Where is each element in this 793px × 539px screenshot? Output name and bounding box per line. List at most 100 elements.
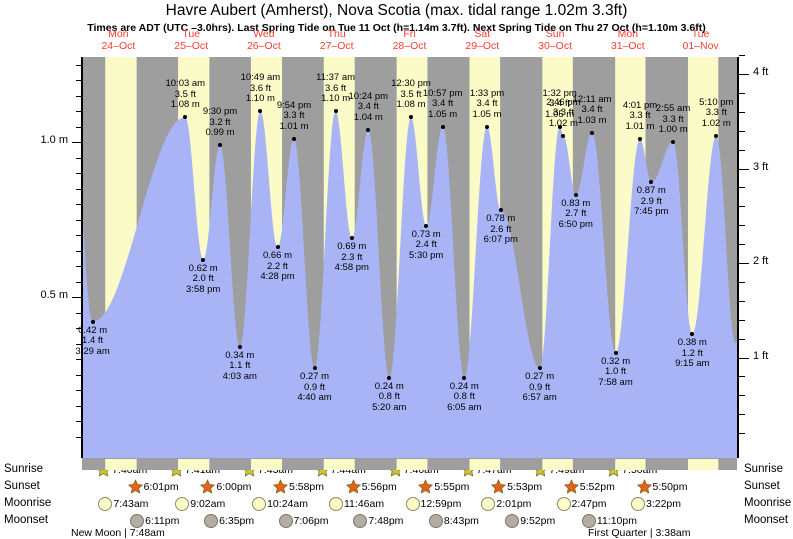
tide-point [649, 180, 654, 185]
tide-label-line-2: 2.6 ft [490, 223, 512, 235]
tide-point [485, 124, 489, 129]
tide-label-line-1: 12:30 pm [391, 78, 431, 90]
tide-label-high-9: 11:37 am 3.6 ft 1.10 m [298, 72, 374, 105]
moon-icon [204, 514, 219, 528]
y-tick-left [72, 297, 82, 298]
tide-label-line-3: 3:58 pm [186, 283, 221, 295]
tide-label-line-3: 4:28 pm [260, 271, 295, 283]
row-label-left-moonset: Moonset [4, 514, 49, 526]
sunset-time: 6:01pm [143, 480, 179, 493]
y-tick-right [739, 111, 745, 113]
star-icon [200, 479, 216, 494]
tide-label-line-3: 9:15 am [675, 358, 710, 370]
tide-label-low-8: 0.27 m 0.9 ft 4:40 am [277, 372, 353, 404]
tide-label-line-3: 4:40 am [297, 392, 332, 404]
y-axis-left [81, 57, 83, 458]
tide-label-line-1: 0.78 m [486, 213, 516, 225]
tide-label-line-1: 0.66 m [262, 250, 293, 262]
tide-label-low-28: 0.38 m 1.2 ft 9:15 am [654, 337, 730, 370]
y-tick-left [76, 359, 82, 360]
tide-point [387, 375, 392, 380]
y-tick-right [739, 376, 745, 378]
star-icon [345, 479, 361, 494]
moonrise-cell-2: 10:24am [252, 497, 308, 511]
day-header-dow: Sun [545, 28, 565, 40]
tide-label-line-1: 0.42 m [78, 324, 108, 336]
tide-label-line-2: 3.4 ft [476, 98, 498, 109]
moonrise-cell-5: 2:01pm [481, 497, 531, 511]
tide-label-line-2: 3.3 ft [662, 113, 684, 125]
tide-label-line-2: 3.6 ft [325, 82, 347, 94]
y-tick-left [76, 436, 82, 438]
y-tick-right [739, 319, 745, 321]
moonset-cell-1: 6:35pm [204, 514, 254, 528]
tide-label-line-1: 12:11 am [572, 93, 612, 105]
tide-point [638, 136, 642, 141]
tide-point [409, 115, 413, 120]
tide-label-low-0: 0.42 m 1.4 ft 3:29 am [55, 324, 131, 358]
tide-label-line-1: 0.27 m [299, 371, 330, 383]
tide-label-line-1: 0.73 m [411, 228, 441, 240]
tide-point [312, 366, 317, 371]
moon-icon [556, 497, 571, 511]
moonset-time: 7:06pm [293, 515, 329, 527]
y-tick-right [739, 433, 745, 435]
y-tick-left [72, 142, 82, 143]
tide-label-line-3: 1.10 m [321, 93, 351, 104]
y-tick-right [739, 187, 745, 189]
tide-point [201, 257, 206, 262]
tide-label-line-3: 5:30 pm [409, 249, 444, 261]
tide-label-line-2: 2.4 ft [415, 239, 437, 251]
moonset-time: 7:48pm [368, 515, 404, 527]
y-tick-right [739, 149, 745, 151]
tide-label-low-18: 0.78 m 2.6 ft 6:07 pm [463, 213, 539, 246]
y-axis-label-right-2: 2 ft [753, 255, 769, 267]
tide-point [275, 245, 280, 250]
moonset-time: 6:35pm [219, 515, 255, 527]
day-header-5: Sat 29–Oct [442, 28, 522, 52]
row-label-right-moonset: Moonset [744, 514, 789, 526]
tide-label-low-22: 0.83 m 2.7 ft 6:50 pm [538, 198, 614, 231]
tide-label-line-1: 10:57 pm [422, 87, 463, 99]
day-header-dow: Fri [403, 28, 416, 40]
moonrise-time: 2:47pm [571, 498, 607, 510]
tide-label-line-1: 0.69 m [337, 241, 367, 253]
tide-label-line-1: 0.62 m [188, 262, 218, 274]
sunset-cell-0: 6:01pm [127, 479, 179, 494]
moon-icon [581, 514, 596, 528]
y-tick-right [739, 338, 745, 340]
moonrise-cell-6: 2:47pm [556, 497, 607, 511]
tide-label-line-3: 1.05 m [472, 108, 502, 120]
tide-point [690, 332, 695, 337]
day-header-date: 28–Oct [392, 40, 427, 52]
sunset-cell-7: 5:50pm [636, 479, 688, 494]
moonset-cell-6: 11:10pm [581, 514, 637, 528]
moonrise-cell-0: 7:43am [98, 497, 148, 511]
tide-label-line-3: 1.05 m [545, 108, 575, 120]
row-label-right-sunrise: Sunrise [744, 463, 783, 475]
tide-label-line-3: 1.03 m [577, 114, 607, 126]
tide-label-line-2: 3.3 ft [705, 107, 727, 119]
y-tick-right [739, 357, 749, 359]
day-header-dow: Thu [327, 28, 346, 40]
tide-label-line-3: 1.04 m [353, 111, 383, 123]
moon-icon [405, 497, 420, 511]
tide-label-line-3: 6:50 pm [558, 218, 593, 230]
y-tick-left [76, 281, 82, 283]
y-tick-left [76, 111, 82, 112]
moonset-cell-4: 8:43pm [428, 514, 479, 528]
y-tick-left [76, 235, 82, 236]
y-tick-right [739, 281, 745, 283]
tide-label-high-17: 1:33 pm 3.4 ft 1.05 m [449, 88, 525, 121]
day-header-date: 27–Oct [319, 40, 354, 52]
star-icon [491, 479, 506, 494]
moonset-time: 6:11pm [145, 515, 180, 527]
y-tick-right [739, 130, 745, 132]
y-tick-right [739, 92, 745, 94]
y-tick-left [76, 157, 82, 159]
tide-label-low-10: 0.69 m 2.3 ft 4:58 pm [314, 241, 390, 274]
y-tick-left [76, 80, 82, 81]
tide-label-line-3: 1.00 m [658, 124, 688, 135]
tide-label-low-4: 0.34 m 1.1 ft 4:03 am [202, 350, 278, 383]
page-subtitle: Times are ADT (UTC –3.0hrs). Last Spring… [87, 22, 706, 34]
